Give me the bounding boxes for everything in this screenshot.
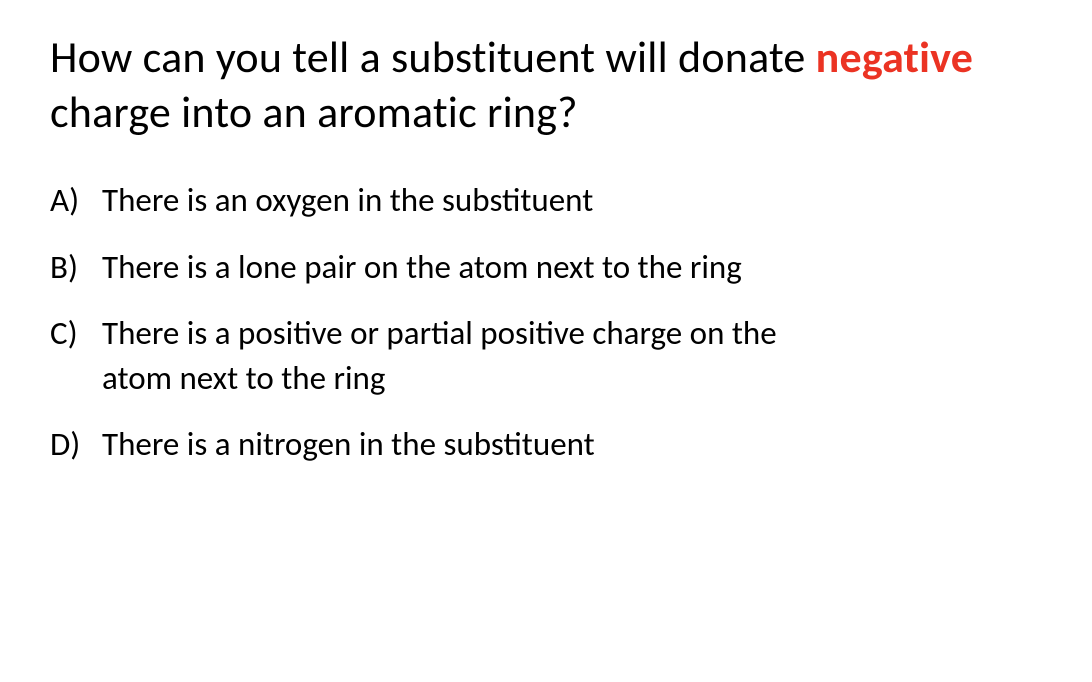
question-emphasis: negative xyxy=(816,30,973,84)
option-letter: C) xyxy=(50,311,102,400)
option-c: C) There is a positive or partial positi… xyxy=(50,311,1042,400)
option-letter: B) xyxy=(50,245,102,290)
option-text: There is a positive or partial positive … xyxy=(102,311,802,400)
option-text: There is an oxygen in the substituent xyxy=(102,178,802,223)
option-d: D) There is a nitrogen in the substituen… xyxy=(50,422,1042,467)
option-letter: D) xyxy=(50,422,102,467)
option-text: There is a nitrogen in the substituent xyxy=(102,422,802,467)
question-post: charge into an aromatic ring? xyxy=(50,85,578,139)
option-letter: A) xyxy=(50,178,102,223)
slide: How can you tell a substituent will dona… xyxy=(0,0,1092,682)
option-a: A) There is an oxygen in the substituent xyxy=(50,178,1042,223)
option-b: B) There is a lone pair on the atom next… xyxy=(50,245,1042,290)
question-pre: How can you tell a substituent will dona… xyxy=(50,30,816,84)
question-title: How can you tell a substituent will dona… xyxy=(50,30,1042,140)
option-text: There is a lone pair on the atom next to… xyxy=(102,245,802,290)
options-list: A) There is an oxygen in the substituent… xyxy=(50,178,1042,467)
